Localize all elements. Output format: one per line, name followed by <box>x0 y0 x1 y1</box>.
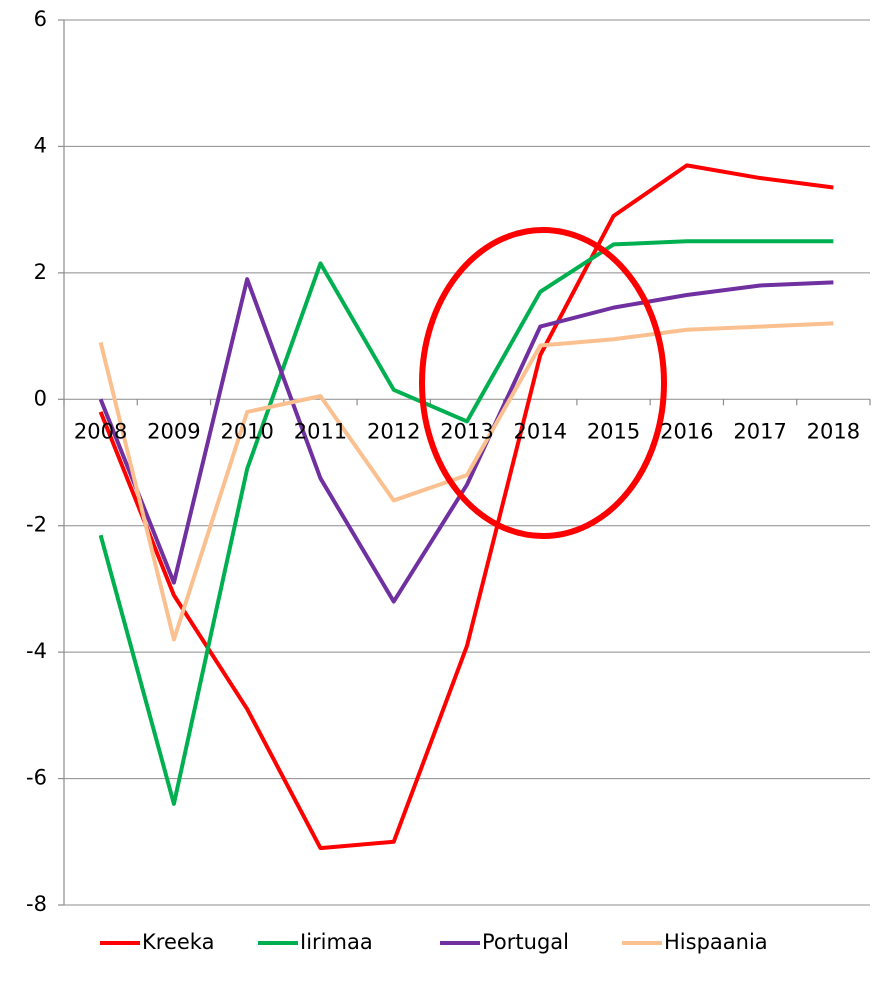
x-tick-label: 2014 <box>514 419 567 443</box>
series-line <box>98 277 834 604</box>
x-tick-label: 2016 <box>660 419 713 443</box>
legend-label: Kreeka <box>142 930 214 954</box>
y-tick-label: 4 <box>34 133 47 157</box>
highlight-ellipse <box>419 227 667 539</box>
x-tick-label: 2008 <box>74 419 127 443</box>
y-tick-label: -4 <box>26 639 47 663</box>
y-tick-label: 6 <box>34 7 47 31</box>
series-line <box>98 239 834 806</box>
x-tick-label: 2011 <box>294 419 347 443</box>
x-tick-label: 2009 <box>147 419 200 443</box>
legend-label: Iirimaa <box>300 930 373 954</box>
y-tick-label: -6 <box>26 766 47 790</box>
y-tick-label: -2 <box>26 513 47 537</box>
y-tick-label: 0 <box>34 386 47 410</box>
legend-label: Hispaania <box>664 930 768 954</box>
x-tick-label: 2012 <box>367 419 420 443</box>
x-tick-label: 2015 <box>587 419 640 443</box>
series-line <box>98 163 834 851</box>
x-tick-label: 2013 <box>440 419 493 443</box>
legend-label: Portugal <box>482 930 569 954</box>
y-tick-label: -8 <box>26 892 47 916</box>
x-tick-label: 2010 <box>220 419 273 443</box>
series-line <box>98 321 834 642</box>
x-tick-label: 2017 <box>733 419 786 443</box>
x-tick-label: 2018 <box>807 419 860 443</box>
y-tick-label: 2 <box>34 260 47 284</box>
